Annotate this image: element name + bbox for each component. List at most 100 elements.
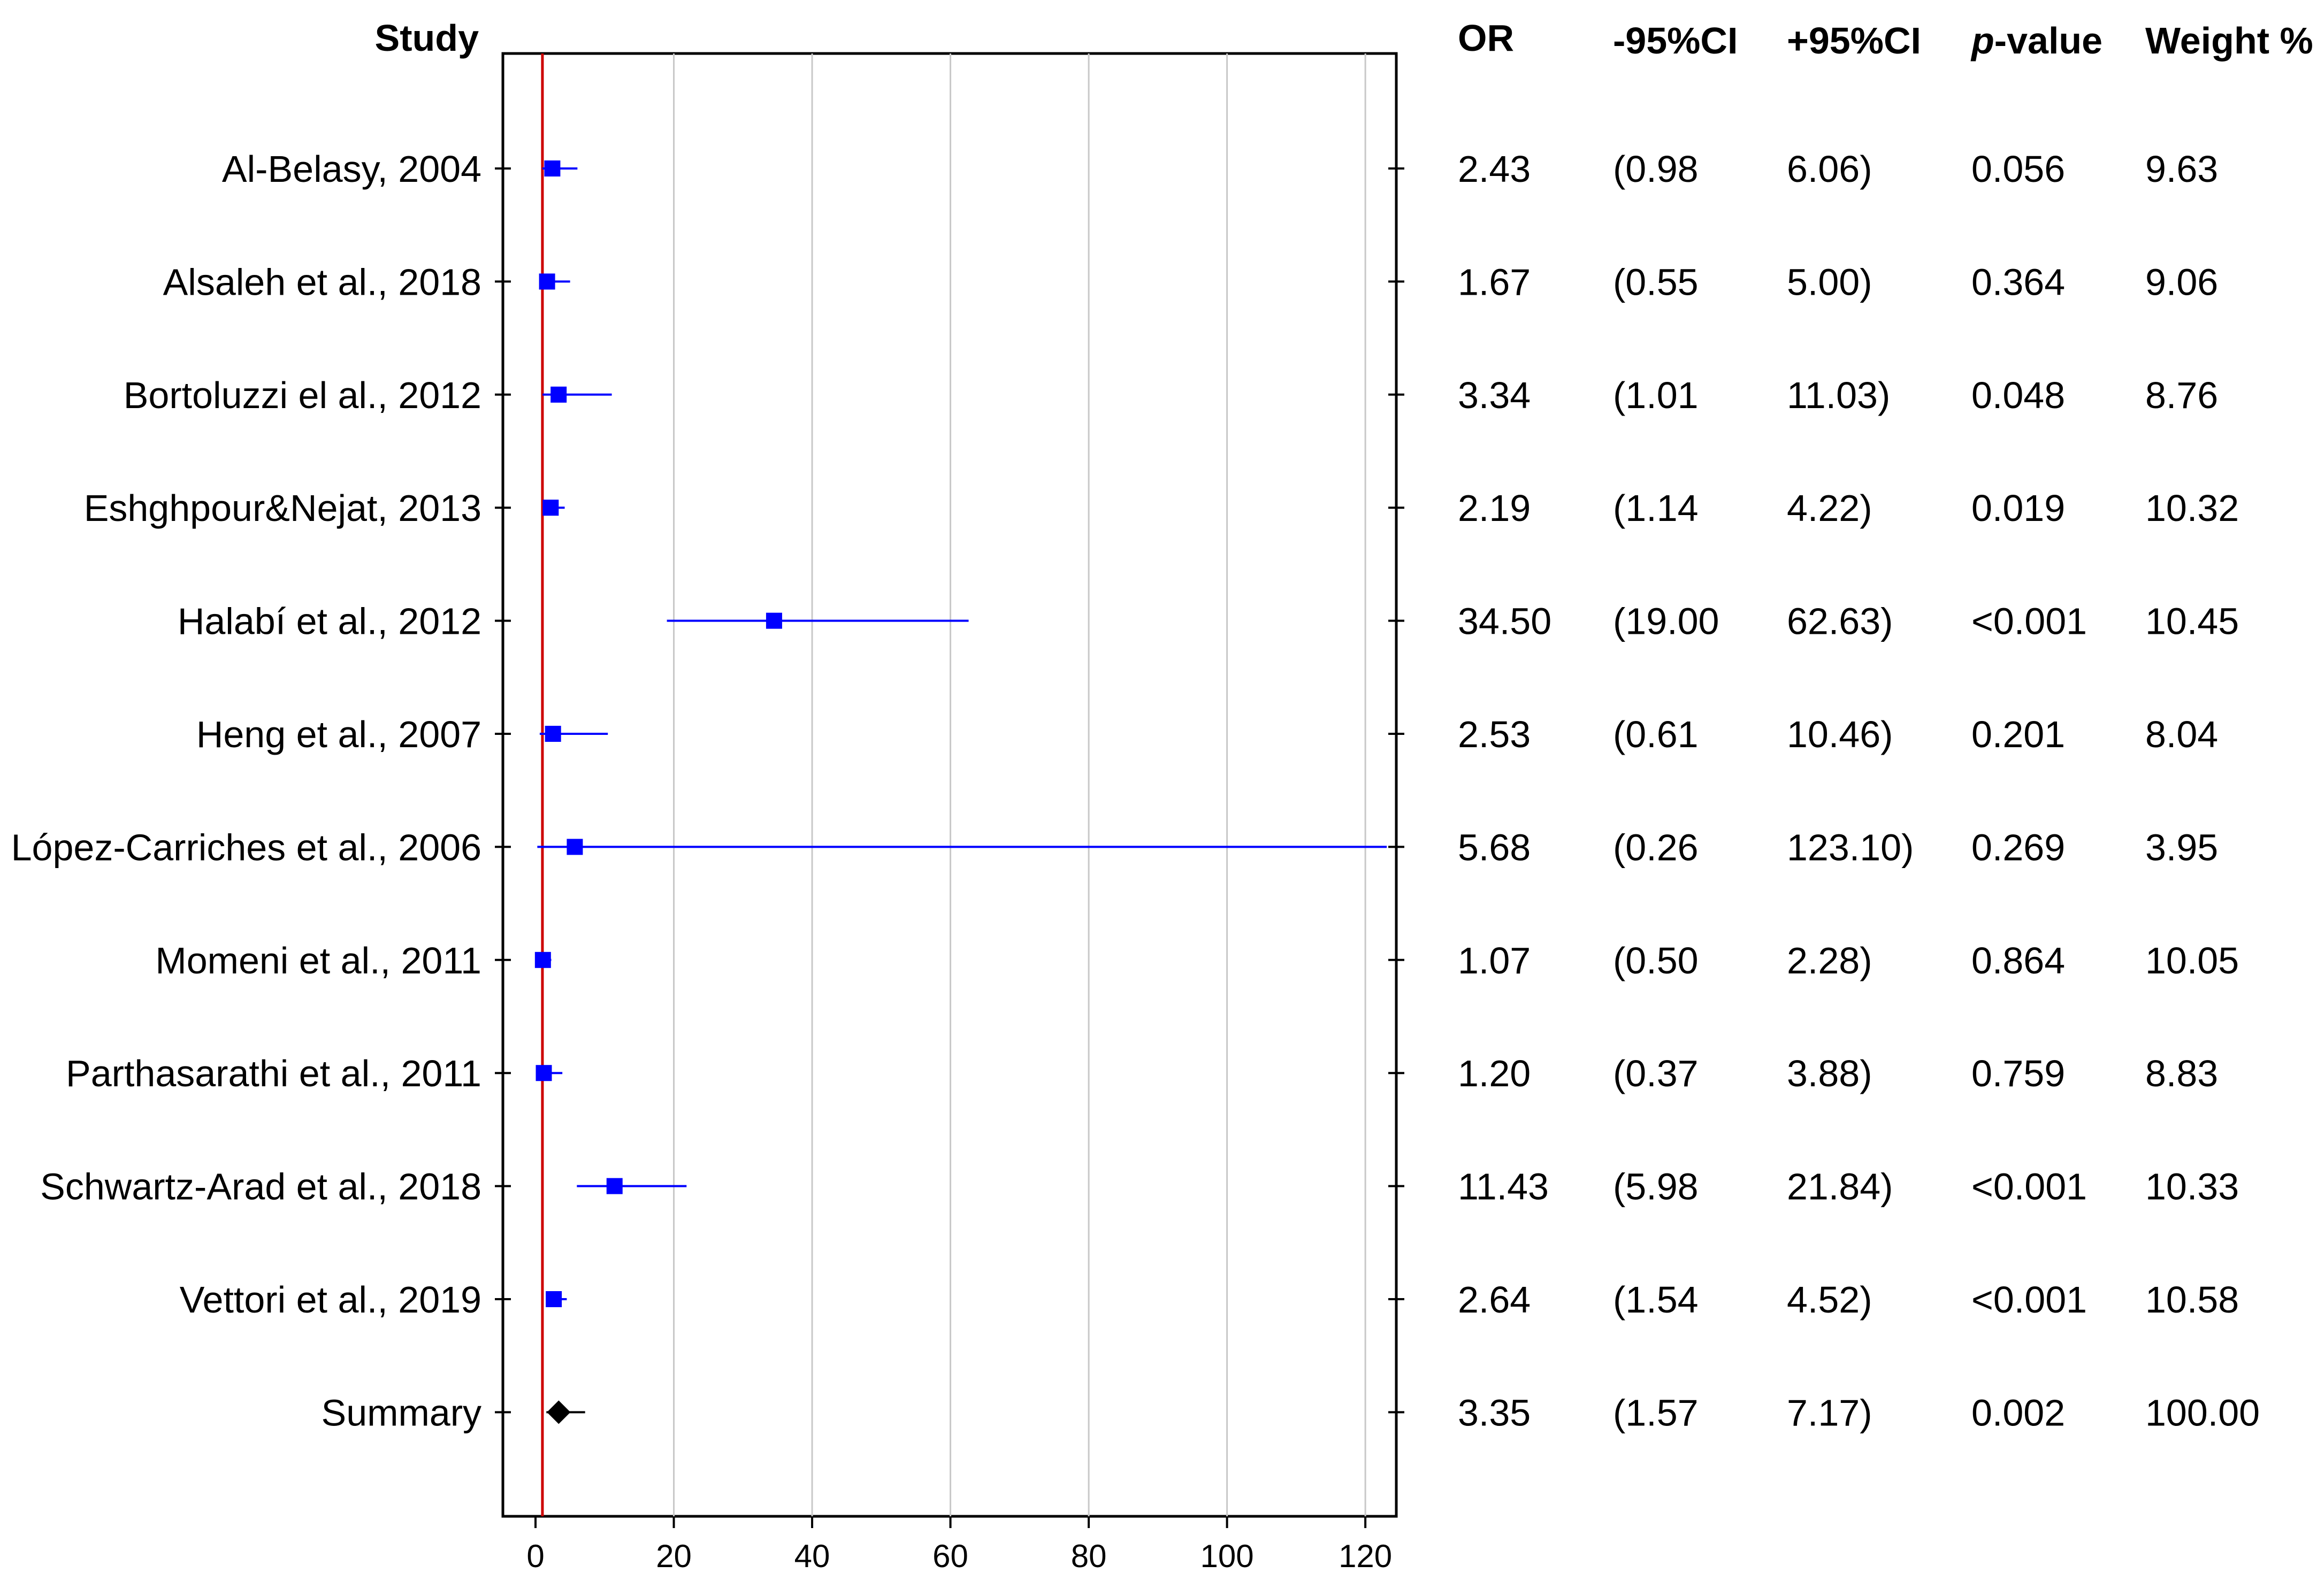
study-point (546, 1291, 562, 1307)
upper-ci-value: 10.46) (1787, 713, 1893, 755)
axis-ticks: 0 20 40 60 80 100 120 (526, 1516, 1392, 1574)
lower-ci-value: (0.55 (1613, 261, 1699, 303)
upper-ci-value: 21.84) (1787, 1166, 1893, 1208)
study-point (536, 1065, 552, 1081)
p-value: <0.001 (1971, 601, 2087, 642)
or-value: 1.20 (1458, 1053, 1531, 1094)
upper-ci-value: 6.06) (1787, 148, 1872, 190)
header-weight: Weight % (2145, 20, 2313, 62)
or-value: 2.19 (1458, 487, 1531, 529)
lower-ci-value: (5.98 (1613, 1166, 1699, 1208)
weight-value: 8.76 (2145, 374, 2218, 416)
lower-ci-value: (1.14 (1613, 487, 1699, 529)
header-lower-ci: -95%CI (1613, 20, 1738, 62)
p-value: 0.201 (1971, 713, 2065, 755)
lower-ci-value: (1.01 (1613, 374, 1699, 416)
study-label: Al-Belasy, 2004 (222, 148, 481, 190)
study-label: Parthasarathi et al., 2011 (66, 1053, 481, 1094)
summary-label: Summary (322, 1392, 481, 1433)
upper-ci-value: 123.10) (1787, 826, 1914, 868)
upper-ci-value: 2.28) (1787, 940, 1872, 981)
weight-value: 3.95 (2145, 826, 2218, 868)
lower-ci-value: (19.00 (1613, 601, 1719, 642)
gridlines (673, 53, 1366, 1516)
or-value: 3.35 (1458, 1392, 1531, 1433)
header-p-value-rest: -value (1994, 20, 2102, 62)
upper-ci-value: 3.88) (1787, 1053, 1872, 1094)
header-p-value: p-value (1970, 20, 2102, 62)
or-value: 3.34 (1458, 374, 1531, 416)
x-tick-label-60: 60 (932, 1538, 968, 1574)
x-tick-label-20: 20 (656, 1538, 692, 1574)
study-rows: Al-Belasy, 2004 2.43 (0.98 6.06) 0.056 9.63 Al… (11, 148, 2260, 1433)
weight-value: 9.06 (2145, 261, 2218, 303)
header-p-value-italic: p (1970, 20, 1994, 62)
lower-ci-value: (1.57 (1613, 1392, 1699, 1433)
study-label: Bortoluzzi el al., 2012 (124, 374, 481, 416)
weight-value: 100.00 (2145, 1392, 2260, 1433)
x-tick-label-80: 80 (1071, 1538, 1107, 1574)
p-value: <0.001 (1971, 1279, 2087, 1321)
study-point (539, 273, 555, 290)
or-value: 11.43 (1458, 1166, 1549, 1208)
study-point (545, 726, 561, 742)
study-point (534, 952, 551, 968)
or-value: 1.67 (1458, 261, 1531, 303)
study-point (542, 500, 559, 516)
p-value: 0.048 (1971, 374, 2065, 416)
x-tick-label-0: 0 (526, 1538, 544, 1574)
p-value: 0.056 (1971, 148, 2065, 190)
upper-ci-value: 5.00) (1787, 261, 1872, 303)
lower-ci-value: (0.37 (1613, 1053, 1699, 1094)
summary-diamond (547, 1400, 571, 1424)
or-value: 2.43 (1458, 148, 1531, 190)
header-upper-ci: +95%CI (1787, 20, 1921, 62)
header-study: Study (375, 17, 479, 59)
lower-ci-value: (1.54 (1613, 1279, 1699, 1321)
upper-ci-value: 4.22) (1787, 487, 1872, 529)
p-value: 0.364 (1971, 261, 2065, 303)
weight-value: 8.83 (2145, 1053, 2218, 1094)
x-tick-label-40: 40 (794, 1538, 830, 1574)
p-value: 0.269 (1971, 826, 2065, 868)
or-value: 2.53 (1458, 713, 1531, 755)
p-value: 0.759 (1971, 1053, 2065, 1094)
study-label: Eshghpour&Nejat, 2013 (84, 487, 481, 529)
study-label: Schwartz-Arad et al., 2018 (40, 1166, 481, 1208)
study-label: López-Carriches et al., 2006 (11, 826, 481, 868)
p-value: 0.864 (1971, 940, 2065, 981)
weight-value: 10.45 (2145, 601, 2239, 642)
weight-value: 10.05 (2145, 940, 2239, 981)
or-value: 1.07 (1458, 940, 1531, 981)
upper-ci-value: 11.03) (1787, 374, 1890, 416)
weight-value: 10.58 (2145, 1279, 2239, 1321)
study-point (567, 839, 583, 855)
lower-ci-value: (0.98 (1613, 148, 1699, 190)
upper-ci-value: 7.17) (1787, 1392, 1872, 1433)
lower-ci-value: (0.26 (1613, 826, 1699, 868)
weight-value: 10.32 (2145, 487, 2239, 529)
header-or: OR (1458, 17, 1514, 59)
weight-value: 9.63 (2145, 148, 2218, 190)
or-value: 2.64 (1458, 1279, 1531, 1321)
study-point (550, 386, 567, 403)
x-tick-label-100: 100 (1200, 1538, 1254, 1574)
lower-ci-value: (0.61 (1613, 713, 1699, 755)
study-label: Halabí et al., 2012 (178, 601, 481, 642)
study-point (606, 1178, 623, 1194)
lower-ci-value: (0.50 (1613, 940, 1699, 981)
plot-frame (501, 52, 1398, 1518)
study-label: Vettori et al., 2019 (180, 1279, 481, 1321)
weight-value: 8.04 (2145, 713, 2218, 755)
p-value: 0.002 (1971, 1392, 2065, 1433)
study-label: Momeni et al., 2011 (155, 940, 481, 981)
study-point (766, 612, 782, 629)
p-value: 0.019 (1971, 487, 2065, 529)
upper-ci-value: 62.63) (1787, 601, 1893, 642)
x-tick-label-120: 120 (1339, 1538, 1392, 1574)
p-value: <0.001 (1971, 1166, 2087, 1208)
or-value: 5.68 (1458, 826, 1531, 868)
or-value: 34.50 (1458, 601, 1551, 642)
study-label: Alsaleh et al., 2018 (163, 261, 481, 303)
